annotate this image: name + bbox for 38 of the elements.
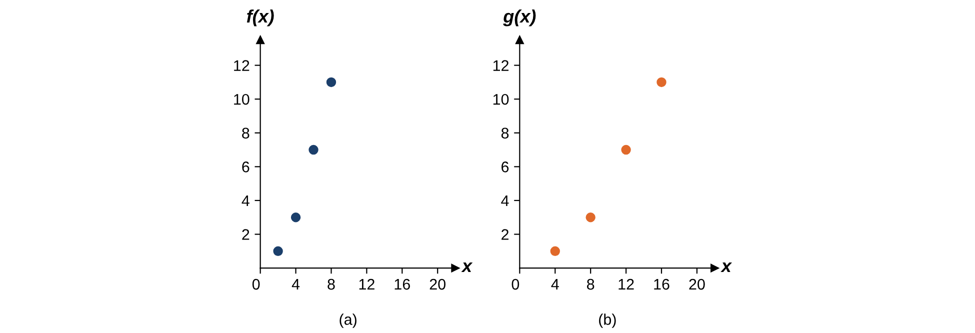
point	[586, 212, 596, 222]
point	[550, 246, 560, 256]
x-tick-label: 4	[551, 279, 559, 290]
y-tick-label: 2	[502, 229, 508, 240]
x-tick-label: 16	[394, 278, 410, 290]
y-tick-label: 12	[493, 60, 508, 71]
x-tick-label: 16	[654, 278, 670, 290]
x-tick-label: 8	[328, 278, 335, 290]
y-axis-title: g(x)	[503, 9, 536, 26]
y-tick-label: 4	[501, 196, 509, 206]
x-axis-title: x	[461, 262, 473, 272]
point	[273, 246, 283, 256]
x-tick-label: 12	[618, 278, 634, 290]
y-tick-label: 8	[501, 128, 509, 139]
y-tick-label: 6	[502, 162, 509, 172]
point	[326, 77, 336, 88]
point	[656, 77, 666, 88]
text: (a)	[340, 314, 356, 328]
point	[308, 144, 318, 155]
y-tick-label: 4	[242, 196, 250, 206]
y-tick-label: 2	[242, 229, 250, 240]
x-tick-label: 12	[359, 278, 374, 290]
x-tick-label: 0	[512, 278, 520, 290]
x-tick-label: 20	[689, 278, 705, 290]
x-axis-title: x	[720, 262, 732, 272]
y-tick-label: 8	[242, 128, 250, 139]
y-tick-label: 12	[234, 60, 250, 71]
text: (b)	[599, 314, 616, 328]
y-tick-label: 10	[234, 94, 250, 105]
y-axis-title: f(x)	[246, 9, 274, 26]
y-tick-label: 6	[242, 162, 250, 172]
x-tick-label: 8	[587, 278, 594, 290]
y-tick-label: 10	[493, 94, 509, 105]
x-tick-label: 4	[292, 279, 300, 290]
point	[621, 144, 631, 155]
x-tick-label: 0	[252, 278, 260, 290]
point	[290, 212, 301, 222]
x-tick-label: 20	[430, 278, 446, 290]
